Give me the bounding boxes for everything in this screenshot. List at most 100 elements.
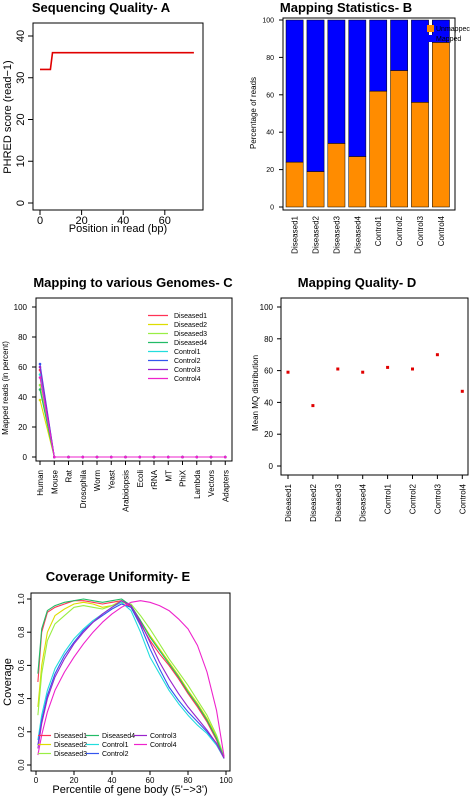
panel-e-ytick-label: 0.0: [17, 759, 26, 771]
panel-d-xtick-label: Diseased3: [334, 483, 343, 521]
panel-c-point: [81, 455, 85, 459]
panel-c-xtick-label: Human: [36, 470, 45, 496]
panel-c-point: [195, 455, 199, 459]
panel-d-xtick-label: Control4: [458, 483, 467, 514]
panel-c-xtick-label: Adapters: [221, 470, 230, 502]
panel-c-series-line: [39, 377, 226, 458]
panel-c-point: [209, 455, 213, 459]
panel-d-point: [460, 389, 464, 393]
panel-e-axes: 0 20 40 60 80 100 0.0 0.2 0.4 0.6 0.8 1.0: [17, 593, 233, 785]
panel-b-ytick-label: 60: [266, 92, 274, 99]
panel-b-xtick-label: Control3: [416, 215, 425, 246]
panel-b-bar-segment: [432, 42, 450, 208]
panel-d-point: [411, 367, 414, 371]
panel-d-ytick-label: 40: [264, 398, 273, 407]
panel-b-ytick-label: 100: [262, 18, 274, 25]
panel-c-legend-label: Diseased1: [174, 313, 207, 320]
panel-d-ylabel: Mean MQ distribution: [251, 355, 260, 431]
panel-b-bar-segment: [369, 19, 388, 92]
panel-a-ylabel: PHRED score (read−1): [2, 60, 14, 173]
panel-d-ytick-label: 0: [269, 462, 274, 471]
panel-c-point: [38, 383, 42, 387]
panel-b-bar-segment: [390, 19, 408, 71]
panel-b-xtick-label: Diseased3: [332, 215, 341, 253]
panel-d-title: Mapping Quality- D: [298, 275, 416, 290]
panel-e-xtick-label: 60: [146, 776, 155, 785]
panel-e-ylabel: Coverage: [2, 658, 14, 706]
panel-a-ytick-label: 30: [15, 72, 27, 84]
panel-d-plot-frame: [280, 297, 469, 476]
panel-d-ytick-label: 60: [264, 367, 273, 376]
panel-c-point: [138, 455, 142, 459]
panel-c-ytick-label: 100: [14, 303, 28, 312]
panel-e-series-line: [37, 598, 225, 759]
panel-d-point: [311, 404, 315, 408]
panel-b-bar-segment: [348, 156, 367, 208]
panel-b-xtick-label: Diseased1: [291, 215, 300, 253]
panel-b-xtick-label: Diseased2: [312, 215, 321, 253]
panel-c-xtick-label: Mouse: [50, 469, 59, 494]
panel-c-point: [38, 398, 42, 402]
panel-c-point: [181, 455, 184, 459]
panel-e-coverage-uniformity: Coverage Uniformity- E 0 20 40 60 80 100 0.0 0.…: [2, 569, 233, 796]
panel-c-plot-frame: [35, 297, 233, 462]
panel-d-point: [386, 365, 390, 369]
panel-d-points: [286, 353, 464, 408]
panel-b-bar-segment: [390, 70, 408, 208]
panel-c-ytick-label: 60: [18, 363, 27, 372]
panel-a-xtick-label: 20: [75, 215, 87, 227]
panel-c-point: [38, 376, 42, 379]
panel-e-legend-label: Control3: [150, 733, 177, 740]
panel-b-legend: Unmappec Mapped: [427, 25, 470, 43]
panel-d-point: [336, 367, 340, 371]
panel-b-bar-segment: [306, 171, 325, 208]
panel-c-axes: 0 20 40 60 80 100 Human Mouse Rat Drosophila Worm Y…: [14, 303, 231, 512]
panel-d-xtick-label: Control1: [384, 483, 393, 514]
panel-c-series-line: [39, 374, 226, 458]
panel-e-xtick-label: 40: [108, 776, 117, 785]
panel-b-bar-segment: [306, 19, 325, 172]
panel-b-ylabel: Percentage of reads: [249, 77, 258, 149]
panel-c-series-line: [39, 399, 226, 458]
panel-b-ytick-label: 0: [270, 205, 274, 212]
panel-e-legend-label: Diseased1: [54, 733, 87, 740]
panel-c-legend-label: Diseased4: [174, 340, 207, 347]
panel-b-ytick-label: 20: [266, 167, 274, 174]
panel-a-xtick-label: 0: [37, 215, 43, 227]
panel-a-xlabel: Position in read (bp): [69, 223, 167, 235]
panel-c-xtick-label: Arabidopsis: [122, 470, 131, 512]
panel-b-ytick-label: 40: [266, 130, 274, 137]
panel-c-point: [95, 455, 99, 459]
panel-b-legend-label: Mapped: [436, 36, 461, 43]
panel-e-xtick-label: 0: [34, 776, 39, 785]
panel-b-legend-swatch: [427, 25, 434, 32]
panel-c-series-line: [39, 384, 226, 458]
panel-e-series-line: [37, 600, 225, 759]
panel-c-title: Mapping to various Genomes- C: [33, 275, 233, 290]
panel-d-point: [286, 370, 290, 374]
panel-a-ytick-label: 0: [15, 200, 27, 206]
panel-c-point: [38, 388, 42, 391]
panel-d-ytick-label: 20: [264, 430, 273, 439]
panel-e-ytick-label: 0.6: [17, 659, 26, 671]
panel-b-bars: [285, 19, 450, 208]
panel-c-xtick-label: Drosophila: [79, 469, 88, 508]
panel-b-bar-segment: [327, 143, 346, 208]
panel-c-series-line: [39, 369, 226, 458]
panel-e-title: Coverage Uniformity- E: [46, 569, 191, 584]
panel-a-xtick-label: 60: [159, 215, 171, 227]
panel-b-bar-segment: [327, 19, 346, 144]
panel-e-legend-label: Control1: [102, 742, 129, 749]
panel-b-bar-segment: [348, 19, 367, 157]
panel-e-ytick-label: 1.0: [17, 593, 26, 605]
panel-c-legend-label: Control3: [174, 367, 201, 374]
panel-a-sequencing-quality: Sequencing Quality- A 0 20 40 60 0 10 20 30 40 P…: [2, 0, 204, 235]
panel-c-legend-label: Diseased2: [174, 322, 207, 329]
panel-a-xtick-label: 40: [117, 215, 129, 227]
panel-c-point: [110, 455, 113, 459]
panel-d-ytick-label: 80: [264, 335, 273, 344]
panel-b-bar-segment: [369, 90, 388, 208]
panel-d-xtick-label: Control2: [409, 483, 418, 514]
panel-c-point: [38, 365, 42, 369]
panel-e-legend-label: Diseased4: [102, 733, 135, 740]
